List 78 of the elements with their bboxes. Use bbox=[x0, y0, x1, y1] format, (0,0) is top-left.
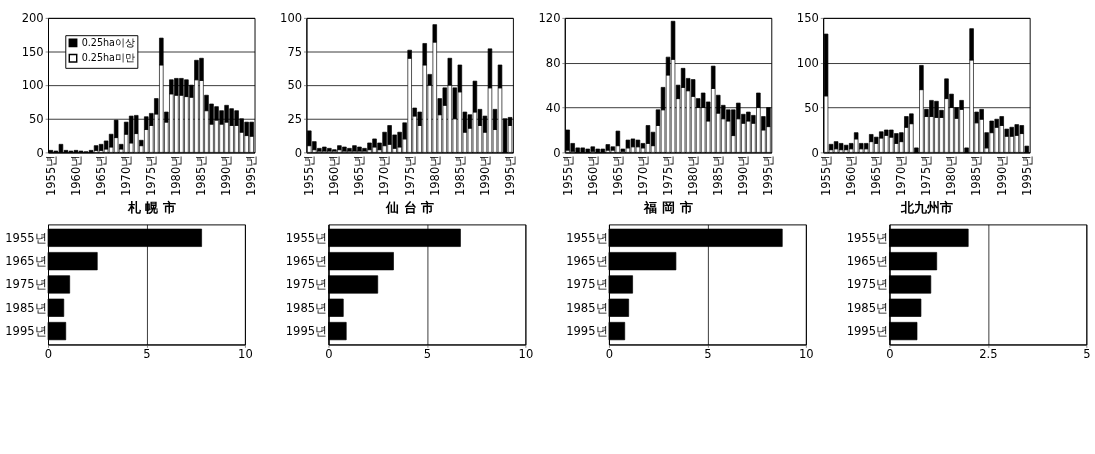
y-tick-label: 1965년 bbox=[566, 253, 608, 268]
legend-label: 0.25ha이상 bbox=[81, 36, 135, 48]
x-tick-label: 1980년 bbox=[685, 154, 700, 197]
y-tick-label: 1955년 bbox=[846, 230, 889, 245]
y-tick-label: 1995년 bbox=[285, 323, 328, 338]
x-tick-label: 1995년 bbox=[502, 154, 517, 197]
x-tick-label: 1990년 bbox=[736, 154, 751, 197]
x-tick-label: 1960년 bbox=[327, 154, 342, 197]
x-tick-label: 1975년 bbox=[144, 154, 159, 197]
y-tick-label: 1995년 bbox=[846, 323, 889, 338]
y-tick-label: 40 bbox=[545, 100, 561, 115]
y-tick-label: 150 bbox=[796, 11, 819, 26]
x-tick-label: 1985년 bbox=[711, 154, 726, 197]
x-tick-label: 1960년 bbox=[68, 154, 83, 197]
x-tick-label: 1965년 bbox=[352, 154, 367, 197]
x-tick-label: 1975년 bbox=[919, 154, 934, 197]
x-tick-label: 2.5 bbox=[979, 347, 998, 362]
x-tick-label: 1990년 bbox=[994, 154, 1009, 197]
y-tick-label: 1955년 bbox=[5, 230, 47, 245]
y-tick-label: 80 bbox=[545, 56, 561, 71]
y-tick-label: 75 bbox=[287, 44, 303, 59]
y-tick-label: 1965년 bbox=[846, 253, 889, 268]
y-tick-label: 1965년 bbox=[5, 253, 47, 268]
x-tick-label: 1970년 bbox=[635, 154, 650, 197]
x-tick-label: 1995년 bbox=[244, 154, 259, 197]
x-tick-label: 1975년 bbox=[402, 154, 417, 197]
y-tick-label: 50 bbox=[287, 78, 303, 93]
x-tick-label: 1975년 bbox=[660, 154, 675, 197]
y-tick-label: 50 bbox=[29, 112, 44, 127]
x-tick-label: 5 bbox=[1083, 347, 1091, 362]
y-tick-label: 200 bbox=[21, 11, 44, 26]
y-tick-label: 1955년 bbox=[285, 230, 328, 245]
y-tick-label: 100 bbox=[21, 78, 44, 93]
y-tick-label: 1955년 bbox=[566, 230, 608, 245]
y-tick-label: 50 bbox=[804, 100, 819, 115]
x-tick-label: 1970년 bbox=[894, 154, 909, 197]
x-axis-title: 北九州市 bbox=[899, 199, 953, 215]
x-tick-label: 10 bbox=[238, 347, 253, 362]
x-tick-label: 5 bbox=[423, 347, 432, 362]
x-tick-label: 1995년 bbox=[1019, 154, 1034, 197]
x-tick-label: 1990년 bbox=[477, 154, 492, 197]
y-tick-label: 1985년 bbox=[566, 300, 608, 315]
y-tick-label: 100 bbox=[280, 11, 303, 26]
y-tick-label: 1995년 bbox=[566, 323, 608, 338]
x-tick-label: 1980년 bbox=[427, 154, 442, 197]
y-tick-label: 1975년 bbox=[285, 277, 328, 292]
x-tick-label: 1985년 bbox=[452, 154, 467, 197]
x-tick-label: 1990년 bbox=[219, 154, 234, 197]
x-tick-label: 5 bbox=[143, 347, 151, 362]
y-tick-label: 100 bbox=[796, 56, 819, 71]
y-tick-label: 1975년 bbox=[846, 277, 889, 292]
x-tick-label: 1985년 bbox=[194, 154, 209, 197]
x-tick-label: 1960년 bbox=[843, 154, 858, 197]
y-tick-label: 25 bbox=[287, 112, 303, 127]
x-tick-label: 10 bbox=[518, 347, 534, 362]
x-tick-label: 1985년 bbox=[969, 154, 984, 197]
y-tick-label: 1975년 bbox=[566, 277, 608, 292]
y-tick-label: 150 bbox=[21, 44, 44, 59]
x-tick-label: 1980년 bbox=[169, 154, 184, 197]
x-tick-label: 1965년 bbox=[93, 154, 108, 197]
y-tick-label: 120 bbox=[538, 11, 561, 26]
x-tick-label: 5 bbox=[704, 347, 712, 362]
x-tick-label: 1980년 bbox=[944, 154, 959, 197]
y-tick-label: 1985년 bbox=[5, 300, 47, 315]
x-tick-label: 1960년 bbox=[585, 154, 600, 197]
x-tick-label: 1995년 bbox=[761, 154, 776, 197]
x-tick-label: 1970년 bbox=[119, 154, 134, 197]
x-axis-title: 福 岡 市 bbox=[643, 199, 693, 215]
y-tick-label: 1975년 bbox=[5, 277, 47, 292]
y-tick-label: 1985년 bbox=[285, 300, 328, 315]
y-tick-label: 1985년 bbox=[846, 300, 889, 315]
x-tick-label: 1970년 bbox=[377, 154, 392, 197]
y-tick-label: 1995년 bbox=[5, 323, 47, 338]
x-axis-title: 札 幌 市 bbox=[126, 199, 176, 215]
legend-label: 0.25ha미만 bbox=[81, 52, 135, 64]
y-tick-label: 1965년 bbox=[285, 253, 328, 268]
x-axis-title: 仙 台 市 bbox=[384, 199, 435, 215]
x-tick-label: 10 bbox=[799, 347, 814, 362]
